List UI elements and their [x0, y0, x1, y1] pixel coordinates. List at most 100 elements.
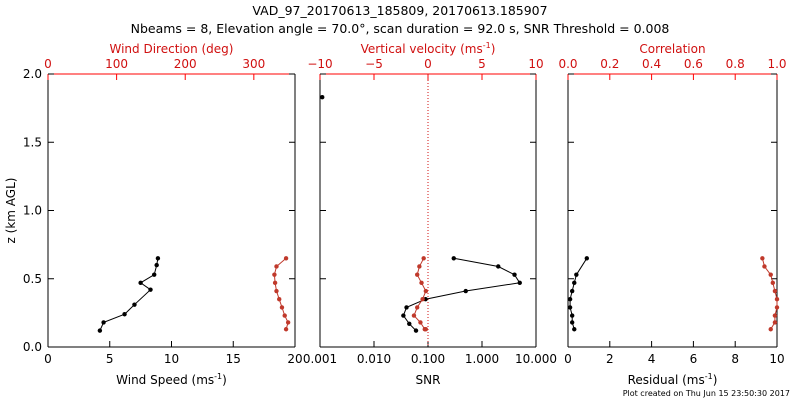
top-tick-label: 0	[424, 57, 432, 71]
data-point-top	[762, 264, 767, 269]
bottom-tick-label: 0	[564, 352, 572, 366]
top-axis-title-text: Wind Direction (deg)	[110, 42, 234, 56]
bottom-tick-label: 8	[731, 352, 739, 366]
data-point-bottom	[132, 302, 137, 307]
series-line-top	[273, 257, 289, 330]
bottom-tick-label: 0.001	[303, 352, 337, 366]
series-line-bottom	[99, 258, 159, 331]
bottom-tick-label: 10	[164, 352, 179, 366]
top-axis-title: Correlation	[639, 42, 705, 56]
bottom-axis-title-text: SNR	[416, 373, 441, 387]
data-point-top	[419, 280, 424, 286]
bottom-axis-title-text: Wind Speed (ms	[116, 373, 214, 387]
bottom-axis-title-text: Residual (ms	[628, 373, 705, 387]
bottom-tick-label: 10	[769, 352, 784, 366]
top-axis-title-text: Correlation	[639, 42, 705, 56]
bottom-tick-label: 20	[287, 352, 302, 366]
series-line-top	[761, 258, 778, 330]
data-point-bottom	[496, 264, 501, 269]
data-point-top	[772, 313, 778, 318]
data-point-bottom	[451, 256, 456, 261]
top-axis-title-text: Vertical velocity (ms	[361, 42, 483, 56]
top-tick-label: 0.8	[726, 57, 745, 71]
data-point-bottom	[404, 305, 409, 310]
data-point-bottom	[567, 305, 573, 310]
data-point-top	[774, 305, 780, 310]
data-point-bottom	[101, 320, 106, 325]
data-point-bottom	[512, 272, 517, 277]
data-point-top	[283, 327, 289, 332]
data-point-top	[423, 327, 429, 332]
data-point-bottom	[413, 328, 419, 333]
bottom-axis-title: Residual (ms-1)	[628, 372, 718, 387]
y-tick-label: 2.0	[23, 67, 42, 81]
bottom-axis-title-superscript: -1	[214, 372, 222, 381]
top-axis-title: Vertical velocity (ms-1)	[361, 41, 496, 56]
top-axis-title-superscript: -1	[483, 41, 491, 50]
y-tick-label: 0.5	[23, 272, 42, 286]
bottom-tick-label: 6	[690, 352, 698, 366]
y-axis-title: z (km AGL)	[4, 178, 18, 244]
data-point-top	[274, 264, 279, 269]
data-point-bottom	[97, 328, 103, 333]
data-point-bottom	[407, 321, 412, 326]
data-point-top	[274, 288, 279, 294]
bottom-tick-label: 2	[606, 352, 614, 366]
data-point-top	[772, 288, 778, 294]
panel-vertical_velocity: 0.001 0.010 0.100 1.000 10.000 −10 −5 0 5 10	[303, 57, 557, 366]
data-point-top	[423, 288, 429, 294]
data-point-bottom	[569, 288, 575, 294]
data-point-top	[279, 305, 285, 310]
top-tick-label: 0.4	[642, 57, 661, 71]
bottom-tick-label: 0.010	[357, 352, 391, 366]
bottom-axis-title: Wind Speed (ms-1)	[116, 372, 227, 387]
plot-created-note: Plot created on Thu Jun 15 23:50:30 2017	[623, 389, 790, 398]
y-tick-label: 1.0	[23, 204, 42, 218]
top-axis-title-end: )	[491, 42, 496, 56]
bottom-tick-label: 1.000	[465, 352, 499, 366]
panel-residual: 0 2 4 6 8 10 0.0 0.2 0.4 0.6 0.8 1.0	[558, 57, 786, 366]
top-tick-label: 0.2	[600, 57, 619, 71]
top-tick-label: 0.0	[558, 57, 577, 71]
top-tick-label: 200	[174, 57, 197, 71]
top-tick-label: 300	[242, 57, 265, 71]
data-point-top	[421, 256, 426, 261]
data-point-top	[774, 297, 780, 302]
top-tick-label: 5	[478, 57, 486, 71]
data-point-bottom	[138, 280, 143, 286]
data-point-bottom	[567, 297, 573, 302]
bottom-tick-label: 0	[44, 352, 52, 366]
bottom-tick-label: 10.000	[515, 352, 557, 366]
bottom-axis-title-end: )	[222, 373, 227, 387]
top-tick-label: −10	[307, 57, 332, 71]
data-point-top	[415, 305, 420, 310]
data-point-top	[418, 320, 423, 325]
data-point-top	[285, 320, 291, 325]
data-point-top	[772, 320, 778, 325]
data-point-bottom	[584, 256, 590, 261]
data-point-bottom	[152, 272, 157, 277]
top-tick-label: −5	[365, 57, 383, 71]
top-tick-label: 100	[105, 57, 128, 71]
bottom-tick-label: 4	[648, 352, 656, 366]
data-point-top	[283, 256, 289, 261]
data-point-bottom	[569, 320, 575, 325]
data-point-bottom	[148, 287, 153, 292]
figure-subtitle: Nbeams = 8, Elevation angle = 70.0°, sca…	[131, 21, 670, 36]
data-point-top	[760, 256, 765, 261]
data-point-top	[277, 297, 282, 302]
top-axis-title: Wind Direction (deg)	[110, 42, 234, 56]
bottom-tick-label: 5	[106, 352, 114, 366]
data-point-top	[411, 313, 417, 318]
data-point-top	[768, 272, 773, 277]
top-tick-label: 0.6	[684, 57, 703, 71]
data-point-bottom	[572, 327, 577, 332]
data-point-bottom	[574, 272, 579, 277]
data-point-top	[420, 297, 425, 302]
data-point-bottom	[122, 312, 127, 317]
bottom-tick-label: 15	[226, 352, 241, 366]
bottom-axis-title: SNR	[416, 373, 441, 387]
figure-title: VAD_97_20170613_185809, 20170613.185907	[252, 3, 547, 18]
